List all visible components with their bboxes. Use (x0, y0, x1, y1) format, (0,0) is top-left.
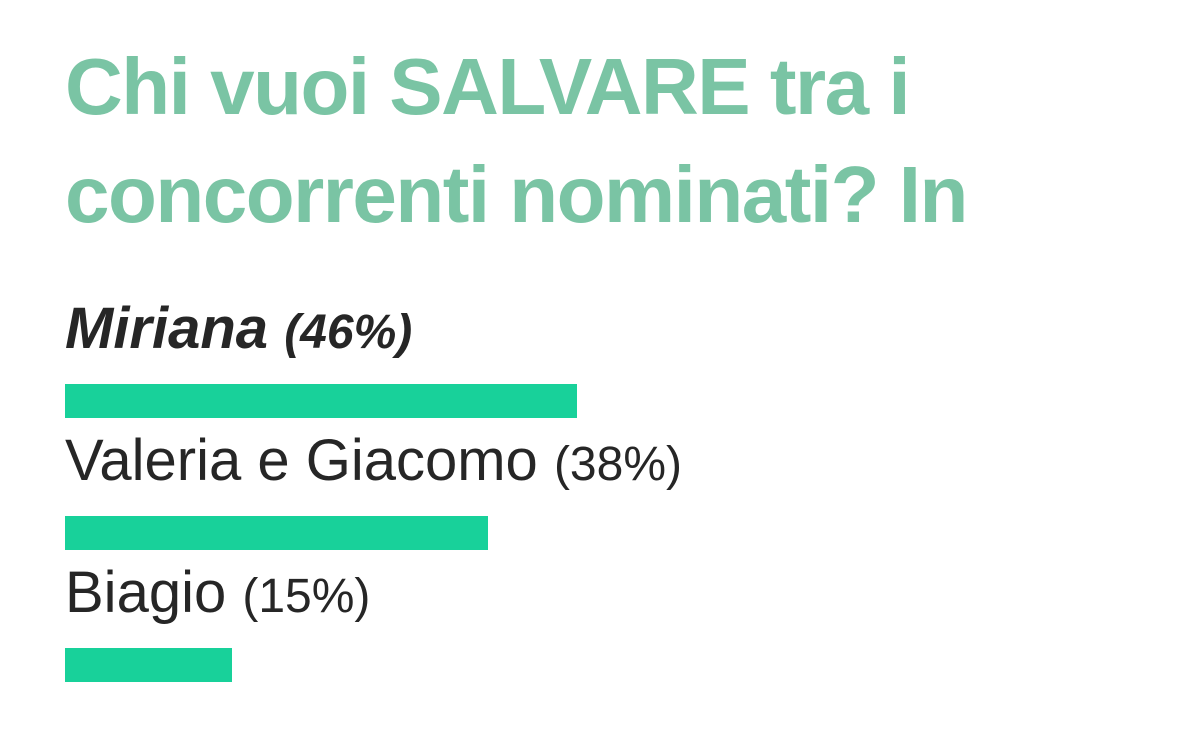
poll-widget: Chi vuoi SALVARE tra i concorrenti nomin… (65, 33, 1180, 682)
poll-option-percent: (38%) (553, 438, 682, 491)
poll-option-row: Miriana (46%) (65, 294, 1178, 418)
poll-option-label: Valeria e Giacomo (38%) (65, 426, 1178, 500)
poll-title-line1: Chi vuoi SALVARE tra i (65, 42, 911, 131)
poll-option-name: Miriana (65, 296, 269, 361)
poll-option-row: Biagio (15%) (65, 558, 1178, 682)
poll-title: Chi vuoi SALVARE tra i concorrenti nomin… (65, 33, 1180, 249)
poll-option-bar (65, 516, 488, 550)
poll-option-bar (65, 384, 577, 418)
poll-option-name: Biagio (65, 560, 227, 625)
poll-option-label: Miriana (46%) (65, 294, 1178, 368)
poll-results-list: Miriana (46%) Valeria e Giacomo (38%) Bi… (65, 294, 1178, 682)
poll-title-line2: concorrenti nominati? In (65, 150, 968, 239)
poll-option-bar (65, 648, 232, 682)
poll-option-percent: (46%) (284, 306, 413, 359)
poll-option-label: Biagio (15%) (65, 558, 1178, 632)
poll-option-row: Valeria e Giacomo (38%) (65, 426, 1178, 550)
poll-option-percent: (15%) (242, 570, 371, 623)
poll-option-name: Valeria e Giacomo (65, 428, 538, 493)
